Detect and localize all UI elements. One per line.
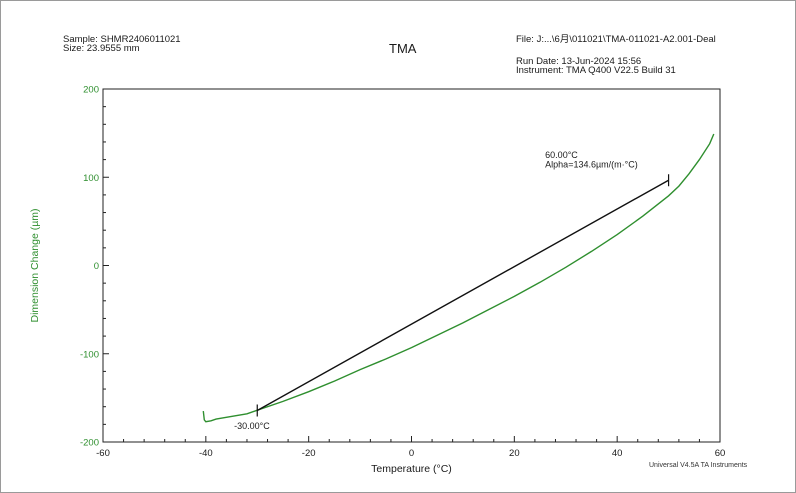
x-axis-label: Temperature (°C) — [371, 463, 452, 475]
y-axis-label: Dimension Change (µm) — [29, 208, 41, 322]
chart-title: TMA — [389, 41, 417, 56]
annotation-label: -30.00°C — [234, 421, 270, 431]
file-label: File: J:...\6月\011021\TMA-011021-A2.001-… — [516, 34, 716, 45]
x-tick-label: 40 — [612, 448, 623, 459]
software-footer: Universal V4.5A TA Instruments — [649, 462, 748, 469]
annotation-label: 60.00°C — [545, 150, 578, 160]
alpha-fit-line — [256, 179, 669, 412]
x-tick-label: -20 — [302, 448, 316, 459]
plot-axes: -60 -40 -20 0 20 40 60-200-1000100200Temperatu… — [29, 85, 725, 476]
size-label: Size: 23.9555 mm — [63, 43, 140, 54]
plot-area-border — [102, 88, 721, 443]
sample-label: Sample: SHMR2406011021 — [63, 34, 181, 45]
y-tick-label: 0 — [94, 261, 99, 272]
y-tick-label: -200 — [80, 438, 99, 449]
fit-layer — [256, 174, 670, 417]
run-date-label: Run Date: 13-Jun-2024 15:56 — [516, 56, 642, 67]
x-tick-label: 20 — [509, 448, 520, 459]
x-tick-label: 0 — [409, 448, 414, 459]
instrument-label: Instrument: TMA Q400 V22.5 Build 31 — [516, 65, 676, 76]
x-tick-label: 60 — [715, 448, 726, 459]
dimension-change-curve — [202, 133, 715, 423]
y-tick-label: 200 — [83, 85, 99, 96]
x-tick-label: -40 — [199, 448, 213, 459]
y-tick-label: 100 — [83, 173, 99, 184]
x-tick-label: -60 — [96, 448, 110, 459]
y-tick-label: -100 — [80, 349, 99, 360]
plot-series — [202, 133, 715, 423]
annotation-label: Alpha=134.6µm/(m·°C) — [545, 160, 638, 170]
